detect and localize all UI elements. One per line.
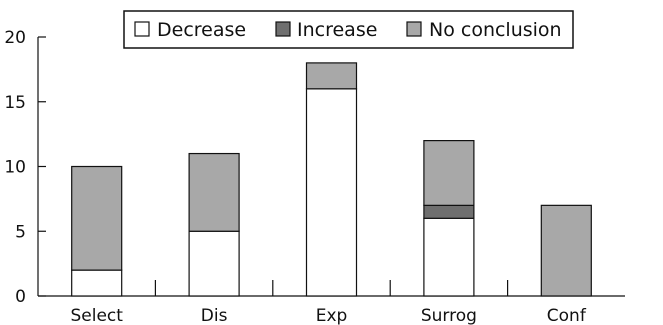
legend-swatch-decrease <box>134 21 150 37</box>
y-tick-label: 20 <box>4 28 26 48</box>
y-tick-label: 0 <box>15 287 26 307</box>
bar-segment-select-no-conclusion <box>71 165 123 271</box>
legend-box <box>123 10 574 49</box>
legend-label-increase: Increase <box>297 19 377 41</box>
x-tick-label: Select <box>70 306 123 325</box>
x-tick-label: Exp <box>316 306 348 325</box>
bar-segment-dis-no-conclusion <box>188 152 240 232</box>
x-tick-label: Conf <box>547 306 587 325</box>
bar-segment-dis-decrease <box>188 230 240 297</box>
legend: Decrease Increase No conclusion <box>123 10 574 49</box>
bar-segment-surrog-increase <box>423 204 475 219</box>
x-tick-label: Surrog <box>421 306 477 325</box>
legend-swatch-no-conclusion <box>406 21 422 37</box>
bar-segment-select-decrease <box>71 269 123 297</box>
bar-segment-exp-decrease <box>305 88 358 297</box>
x-tick-label: Dis <box>201 306 228 325</box>
y-tick-label: 10 <box>4 158 26 178</box>
bar-segment-surrog-decrease <box>423 217 475 297</box>
legend-label-decrease: Decrease <box>157 19 246 41</box>
bar-segment-surrog-no-conclusion <box>423 140 475 206</box>
legend-swatch-increase <box>275 21 291 37</box>
bar-segment-conf-no-conclusion <box>540 204 592 297</box>
tick-labels: 0 5 10 15 20 Select Dis Exp Surrog Conf <box>4 28 586 325</box>
bars <box>71 62 592 297</box>
legend-label-no-conclusion: No conclusion <box>429 19 562 41</box>
y-tick-label: 15 <box>4 93 26 113</box>
y-tick-label: 5 <box>15 222 26 242</box>
bar-segment-exp-no-conclusion <box>305 62 358 90</box>
